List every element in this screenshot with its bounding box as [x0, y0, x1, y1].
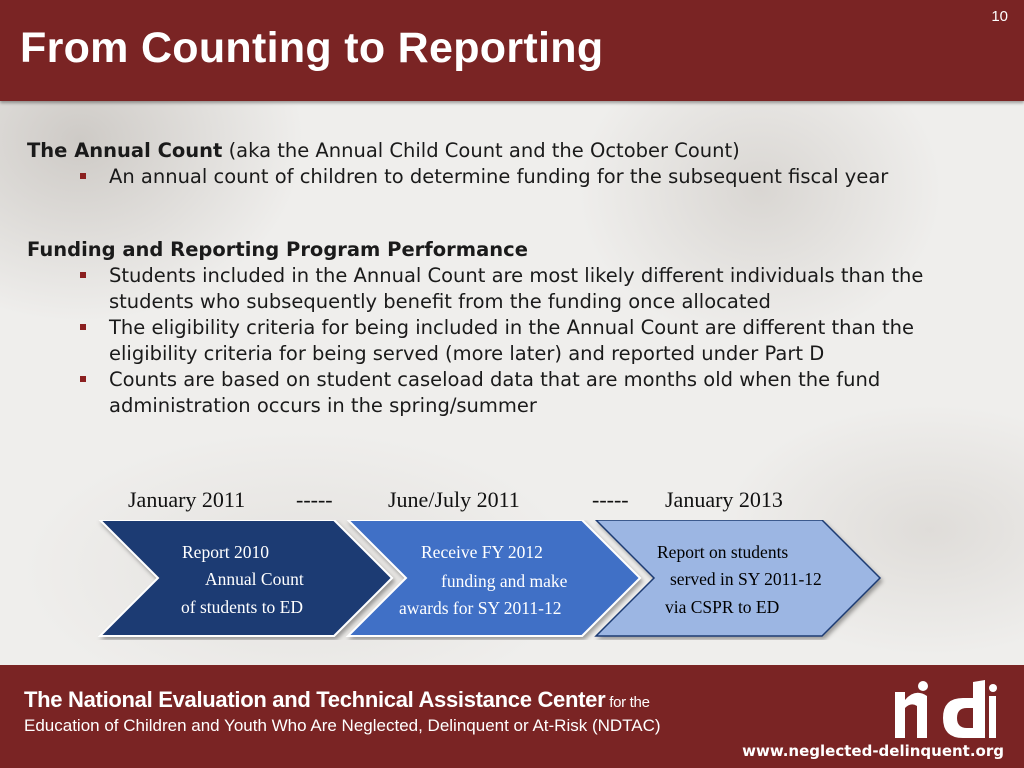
chevron-step-1	[97, 520, 394, 637]
title-bar: From Counting to Reporting 10	[0, 0, 1024, 101]
bullet-item: Counts are based on student caseload dat…	[27, 367, 987, 419]
chevron-step-3	[594, 520, 882, 637]
step-1-line-3: of students to ED	[181, 597, 304, 617]
bullet-item: The eligibility criteria for being inclu…	[27, 315, 987, 367]
section-heading-bold: Funding and Reporting Program Performanc…	[27, 238, 528, 261]
ndtac-logo-icon	[895, 680, 997, 738]
bullet-square-icon	[80, 272, 86, 278]
footer-subtitle: Education of Children and Youth Who Are …	[24, 716, 661, 735]
section-heading-bold: The Annual Count	[27, 139, 223, 162]
bullet-item: Students included in the Annual Count ar…	[27, 263, 987, 315]
bullet-text: An annual count of children to determine…	[109, 165, 889, 188]
bullet-square-icon	[80, 324, 86, 330]
footer-org-suffix: for the	[605, 694, 650, 711]
bullet-square-icon	[80, 376, 86, 382]
bullet-square-icon	[80, 173, 86, 179]
step-3-line-2: served in SY 2011-12	[670, 569, 822, 589]
step-3-line-3: via CSPR to ED	[665, 597, 780, 617]
step-1-line-1: Report 2010	[182, 542, 270, 562]
timeline-separator-2: -----	[592, 487, 629, 512]
footer-url-link[interactable]: www.neglected-delinquent.org	[742, 742, 1004, 760]
slide-number: 10	[991, 8, 1008, 25]
timeline-date-3: January 2013	[665, 487, 783, 512]
footer-bar: The National Evaluation and Technical As…	[0, 665, 1024, 768]
timeline-separator-1: -----	[296, 487, 333, 512]
bullet-item: An annual count of children to determine…	[27, 164, 987, 190]
slide-content: The Annual Count (aka the Annual Child C…	[27, 138, 987, 419]
bullet-text: Counts are based on student caseload dat…	[109, 368, 881, 417]
timeline-date-1: January 2011	[128, 487, 246, 512]
bullet-text: Students included in the Annual Count ar…	[109, 264, 924, 313]
step-1-line-2: Annual Count	[205, 569, 304, 589]
step-2-line-3: awards for SY 2011-12	[399, 598, 562, 618]
bullet-list: Students included in the Annual Count ar…	[27, 263, 987, 419]
bullet-text: The eligibility criteria for being inclu…	[109, 316, 914, 365]
section-heading-annual-count: The Annual Count (aka the Annual Child C…	[27, 138, 987, 164]
bullet-list: An annual count of children to determine…	[27, 164, 987, 190]
section-heading-funding: Funding and Reporting Program Performanc…	[27, 237, 987, 263]
section-heading-suffix: (aka the Annual Child Count and the Octo…	[222, 139, 740, 162]
step-3-line-1: Report on students	[657, 542, 789, 562]
chevron-step-2	[345, 520, 642, 637]
footer-org-title: The National Evaluation and Technical As…	[24, 687, 606, 712]
step-2-line-1: Receive FY 2012	[421, 542, 543, 562]
timeline: January 2011 ----- June/July 2011 ----- …	[0, 487, 1024, 517]
timeline-date-2: June/July 2011	[388, 487, 520, 512]
step-2-line-2: funding and make	[441, 571, 568, 591]
process-chevrons: Report 2010 Annual Count of students to …	[0, 520, 1024, 640]
footer-org-name: The National Evaluation and Technical As…	[24, 687, 650, 713]
chevron-shapes	[97, 520, 882, 637]
slide-title: From Counting to Reporting	[20, 24, 604, 72]
